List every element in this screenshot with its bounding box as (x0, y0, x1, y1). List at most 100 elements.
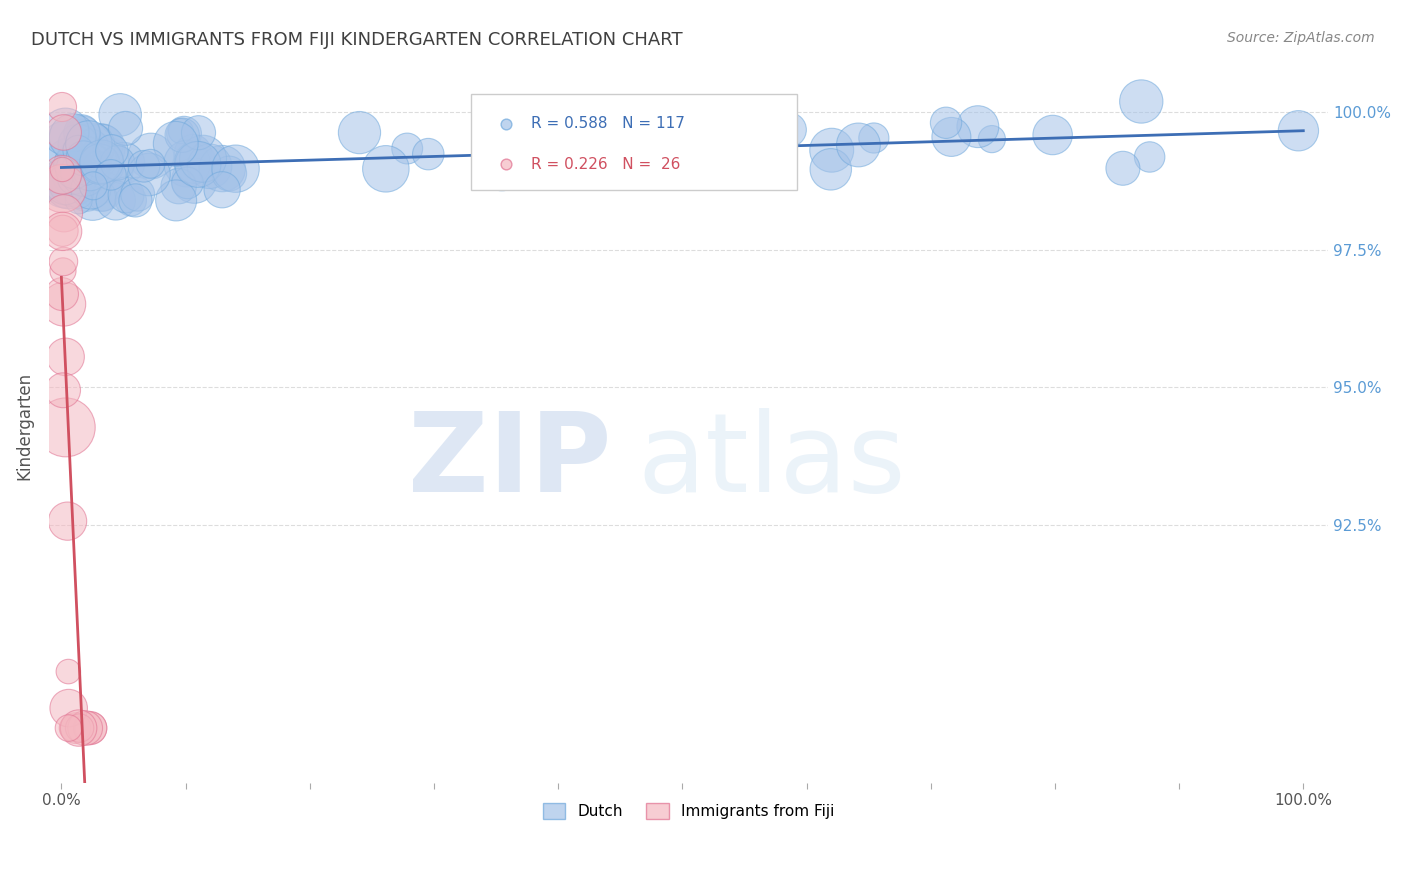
Point (67, 194, 90, 208)
Point (53, 136, 76, 151)
Point (62, 130, 84, 145)
Text: Source: ZipAtlas.com: Source: ZipAtlas.com (1227, 31, 1375, 45)
Point (863, 131, 886, 145)
Point (79, 721, 101, 735)
Point (62, 145, 84, 160)
Text: ZIP: ZIP (408, 408, 612, 515)
Point (89, 157, 111, 171)
Point (67, 153, 90, 167)
Point (69, 721, 91, 735)
Point (176, 156, 198, 170)
Point (56, 158, 79, 172)
Point (66, 165, 89, 179)
Point (593, 155, 616, 169)
Point (138, 168, 160, 182)
Point (139, 149, 162, 163)
Point (75, 721, 97, 735)
Point (225, 161, 247, 176)
Point (187, 157, 209, 171)
Point (75, 180, 97, 194)
Point (418, 147, 440, 161)
Point (67, 187, 90, 202)
Point (52, 178, 75, 192)
Point (55, 350, 77, 364)
Point (63, 163, 86, 178)
Point (67, 721, 90, 735)
Point (1130, 95, 1153, 109)
Point (65, 721, 87, 735)
Point (58, 153, 80, 168)
Point (90, 184, 112, 198)
Point (349, 126, 371, 140)
Point (90, 158, 112, 172)
Point (165, 194, 187, 208)
Point (73, 166, 96, 180)
Point (778, 123, 800, 137)
Point (70, 127, 93, 141)
Point (91, 190, 114, 204)
Point (114, 121, 136, 136)
Point (51, 162, 73, 177)
Point (132, 159, 155, 173)
Point (176, 176, 198, 190)
Point (115, 188, 138, 202)
Point (80, 182, 103, 196)
Point (821, 143, 844, 157)
Point (211, 183, 233, 197)
Point (52, 254, 75, 268)
Legend: Dutch, Immigrants from Fiji: Dutch, Immigrants from Fiji (537, 797, 841, 825)
Point (66, 136, 89, 151)
Point (184, 155, 207, 169)
Point (191, 152, 214, 166)
Point (124, 194, 146, 208)
Point (51, 224, 73, 238)
Point (51, 168, 73, 182)
Point (571, 140, 593, 154)
Point (59, 156, 82, 170)
Point (66, 175, 89, 189)
Point (72, 177, 94, 191)
Point (396, 142, 419, 156)
Point (941, 129, 963, 144)
Point (101, 144, 124, 158)
Point (56, 514, 79, 528)
Point (75, 166, 97, 180)
Point (658, 139, 681, 153)
Point (67, 144, 90, 158)
Point (198, 159, 221, 173)
Point (494, 840, 516, 855)
Point (1286, 124, 1309, 138)
Point (187, 126, 209, 140)
Point (86, 157, 108, 171)
Point (139, 157, 162, 171)
Point (107, 156, 129, 170)
Point (935, 116, 957, 130)
Point (51, 181, 73, 195)
Point (82, 190, 104, 204)
Point (127, 187, 149, 202)
Point (966, 120, 988, 134)
Point (90, 141, 112, 155)
Point (53, 178, 76, 192)
Point (52, 264, 75, 278)
Point (90, 138, 112, 153)
Point (73, 164, 96, 178)
Point (599, 146, 621, 161)
Point (491, 162, 513, 177)
Point (120, 194, 142, 208)
Point (60, 721, 83, 735)
Point (82, 138, 104, 153)
Point (104, 194, 127, 208)
Point (643, 147, 665, 161)
Point (494, 532, 516, 546)
Point (58, 701, 80, 715)
Point (165, 136, 187, 151)
Point (612, 142, 634, 156)
Point (60, 176, 83, 190)
Point (52, 297, 75, 311)
Point (67, 159, 90, 173)
FancyBboxPatch shape (471, 94, 797, 190)
Point (610, 135, 633, 149)
Point (60, 160, 83, 174)
Point (79, 165, 101, 179)
